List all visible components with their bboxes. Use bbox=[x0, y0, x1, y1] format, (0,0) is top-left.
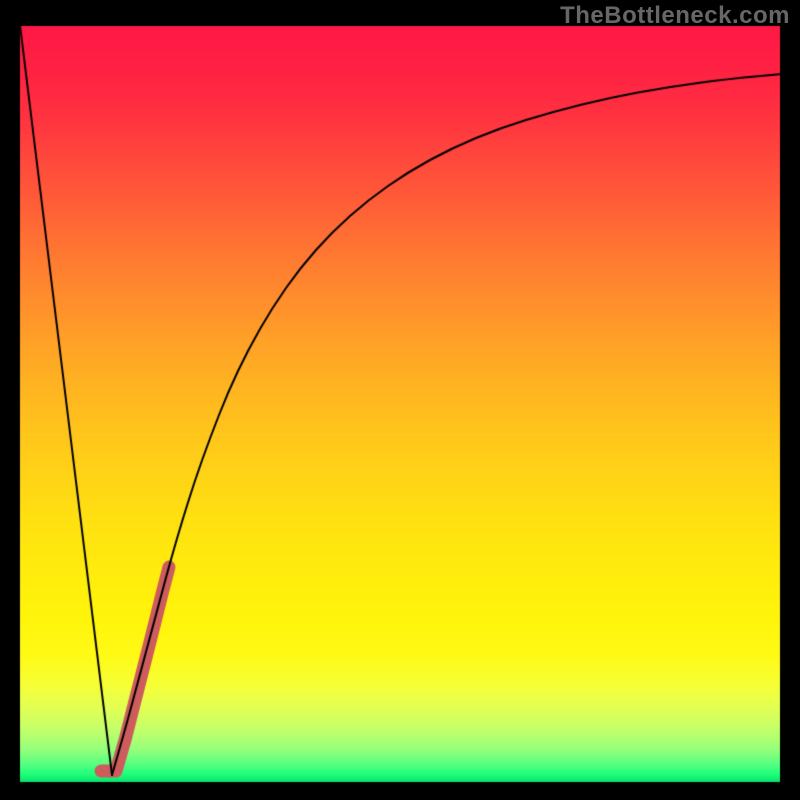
bottleneck-chart: TheBottleneck.com bbox=[0, 0, 800, 800]
curve-layer bbox=[0, 0, 800, 800]
watermark-text: TheBottleneck.com bbox=[560, 2, 790, 30]
